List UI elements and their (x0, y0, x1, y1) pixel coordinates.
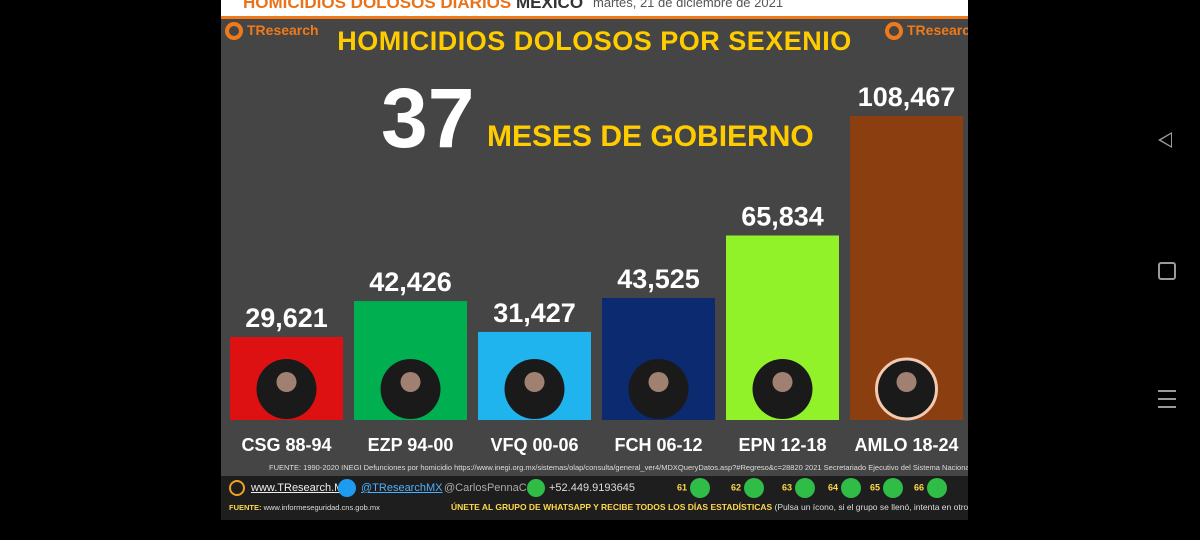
category-label-1: EZP 94-00 (368, 435, 454, 455)
value-label-1: 42,426 (369, 267, 452, 297)
portrait-face-3 (648, 372, 669, 392)
portrait-face-1 (400, 372, 421, 392)
join-whatsapp-text: ÚNETE AL GRUPO DE WHATSAPP Y RECIBE TODO… (451, 502, 968, 512)
source-url[interactable]: www.informeseguridad.cns.gob.mx (263, 503, 380, 512)
whatsapp-icon[interactable] (795, 478, 816, 498)
twitter-link[interactable]: @TResearchMX (361, 482, 443, 494)
whatsapp-group-63[interactable]: 63 (782, 478, 816, 498)
category-label-0: CSG 88-94 (241, 435, 331, 455)
globe-icon (229, 480, 245, 496)
author-handle: @CarlosPennaC (444, 482, 527, 494)
whatsapp-group-64[interactable]: 64 (828, 478, 862, 498)
category-label-2: VFQ 00-06 (490, 435, 578, 455)
nav-recent-button[interactable] (1158, 390, 1176, 408)
bar-chart: 29,621 CSG 88-94 42,426 EZP 94-00 31,427 VFQ … (230, 82, 963, 455)
months-number: 37 (381, 71, 475, 165)
portrait-face-5 (896, 372, 917, 392)
category-label-3: FCH 06-12 (614, 435, 702, 455)
chart-slide: HOMICIDIOS DOLOSOS DIARIOS MEXICO martes… (221, 0, 968, 520)
brand-logo-right: TResearch (885, 22, 968, 41)
portrait-face-0 (276, 372, 297, 392)
value-label-3: 43,525 (617, 264, 700, 294)
nav-home-button[interactable] (1158, 262, 1176, 280)
whatsapp-icon[interactable] (927, 478, 948, 498)
value-label-2: 31,427 (493, 298, 576, 328)
whatsapp-group-66[interactable]: 66 (914, 478, 948, 498)
months-label: MESES DE GOBIERNO (487, 120, 814, 153)
header-date: martes, 21 de diciembre de 2021 (593, 0, 784, 10)
whatsapp-icon[interactable] (527, 479, 545, 497)
logo-text: TResearch (247, 22, 319, 38)
logo-mark-icon (225, 22, 243, 41)
category-label-5: AMLO 18-24 (854, 435, 958, 455)
category-label-4: EPN 12-18 (738, 435, 826, 455)
nav-back-button[interactable] (1158, 132, 1172, 148)
header-title: HOMICIDIOS DOLOSOS DIARIOS (243, 0, 512, 12)
portrait-face-4 (772, 372, 793, 392)
whatsapp-group-65[interactable]: 65 (870, 478, 904, 498)
brand-logo-left: TResearch (225, 22, 319, 41)
header-bar: HOMICIDIOS DOLOSOS DIARIOS MEXICO martes… (221, 0, 968, 19)
phone-number: +52.449.9193645 (549, 482, 635, 494)
whatsapp-group-61[interactable]: 61 (677, 478, 711, 498)
logo-mark-icon (885, 22, 903, 41)
value-label-4: 65,834 (741, 201, 824, 231)
site-link[interactable]: www.TResearch.Mx (251, 482, 349, 494)
chart-title: HOMICIDIOS DOLOSOS POR SEXENIO (337, 26, 852, 56)
twitter-icon[interactable] (338, 479, 356, 497)
header-country: MEXICO (516, 0, 584, 12)
value-label-5: 108,467 (858, 82, 956, 112)
whatsapp-icon[interactable] (841, 478, 862, 498)
logo-text: TResearch (907, 22, 968, 38)
whatsapp-icon[interactable] (744, 478, 765, 498)
whatsapp-group-62[interactable]: 62 (731, 478, 765, 498)
whatsapp-icon[interactable] (883, 478, 904, 498)
portrait-face-2 (524, 372, 545, 392)
sources-note: FUENTE: 1990-2020 INEGI Defunciones por … (269, 463, 968, 472)
footer-bar: www.TResearch.Mx @TResearchMX @CarlosPen… (221, 476, 968, 520)
footer-source: FUENTE: www.informeseguridad.cns.gob.mx (229, 503, 380, 512)
value-label-0: 29,621 (245, 303, 328, 333)
whatsapp-icon[interactable] (690, 478, 711, 498)
